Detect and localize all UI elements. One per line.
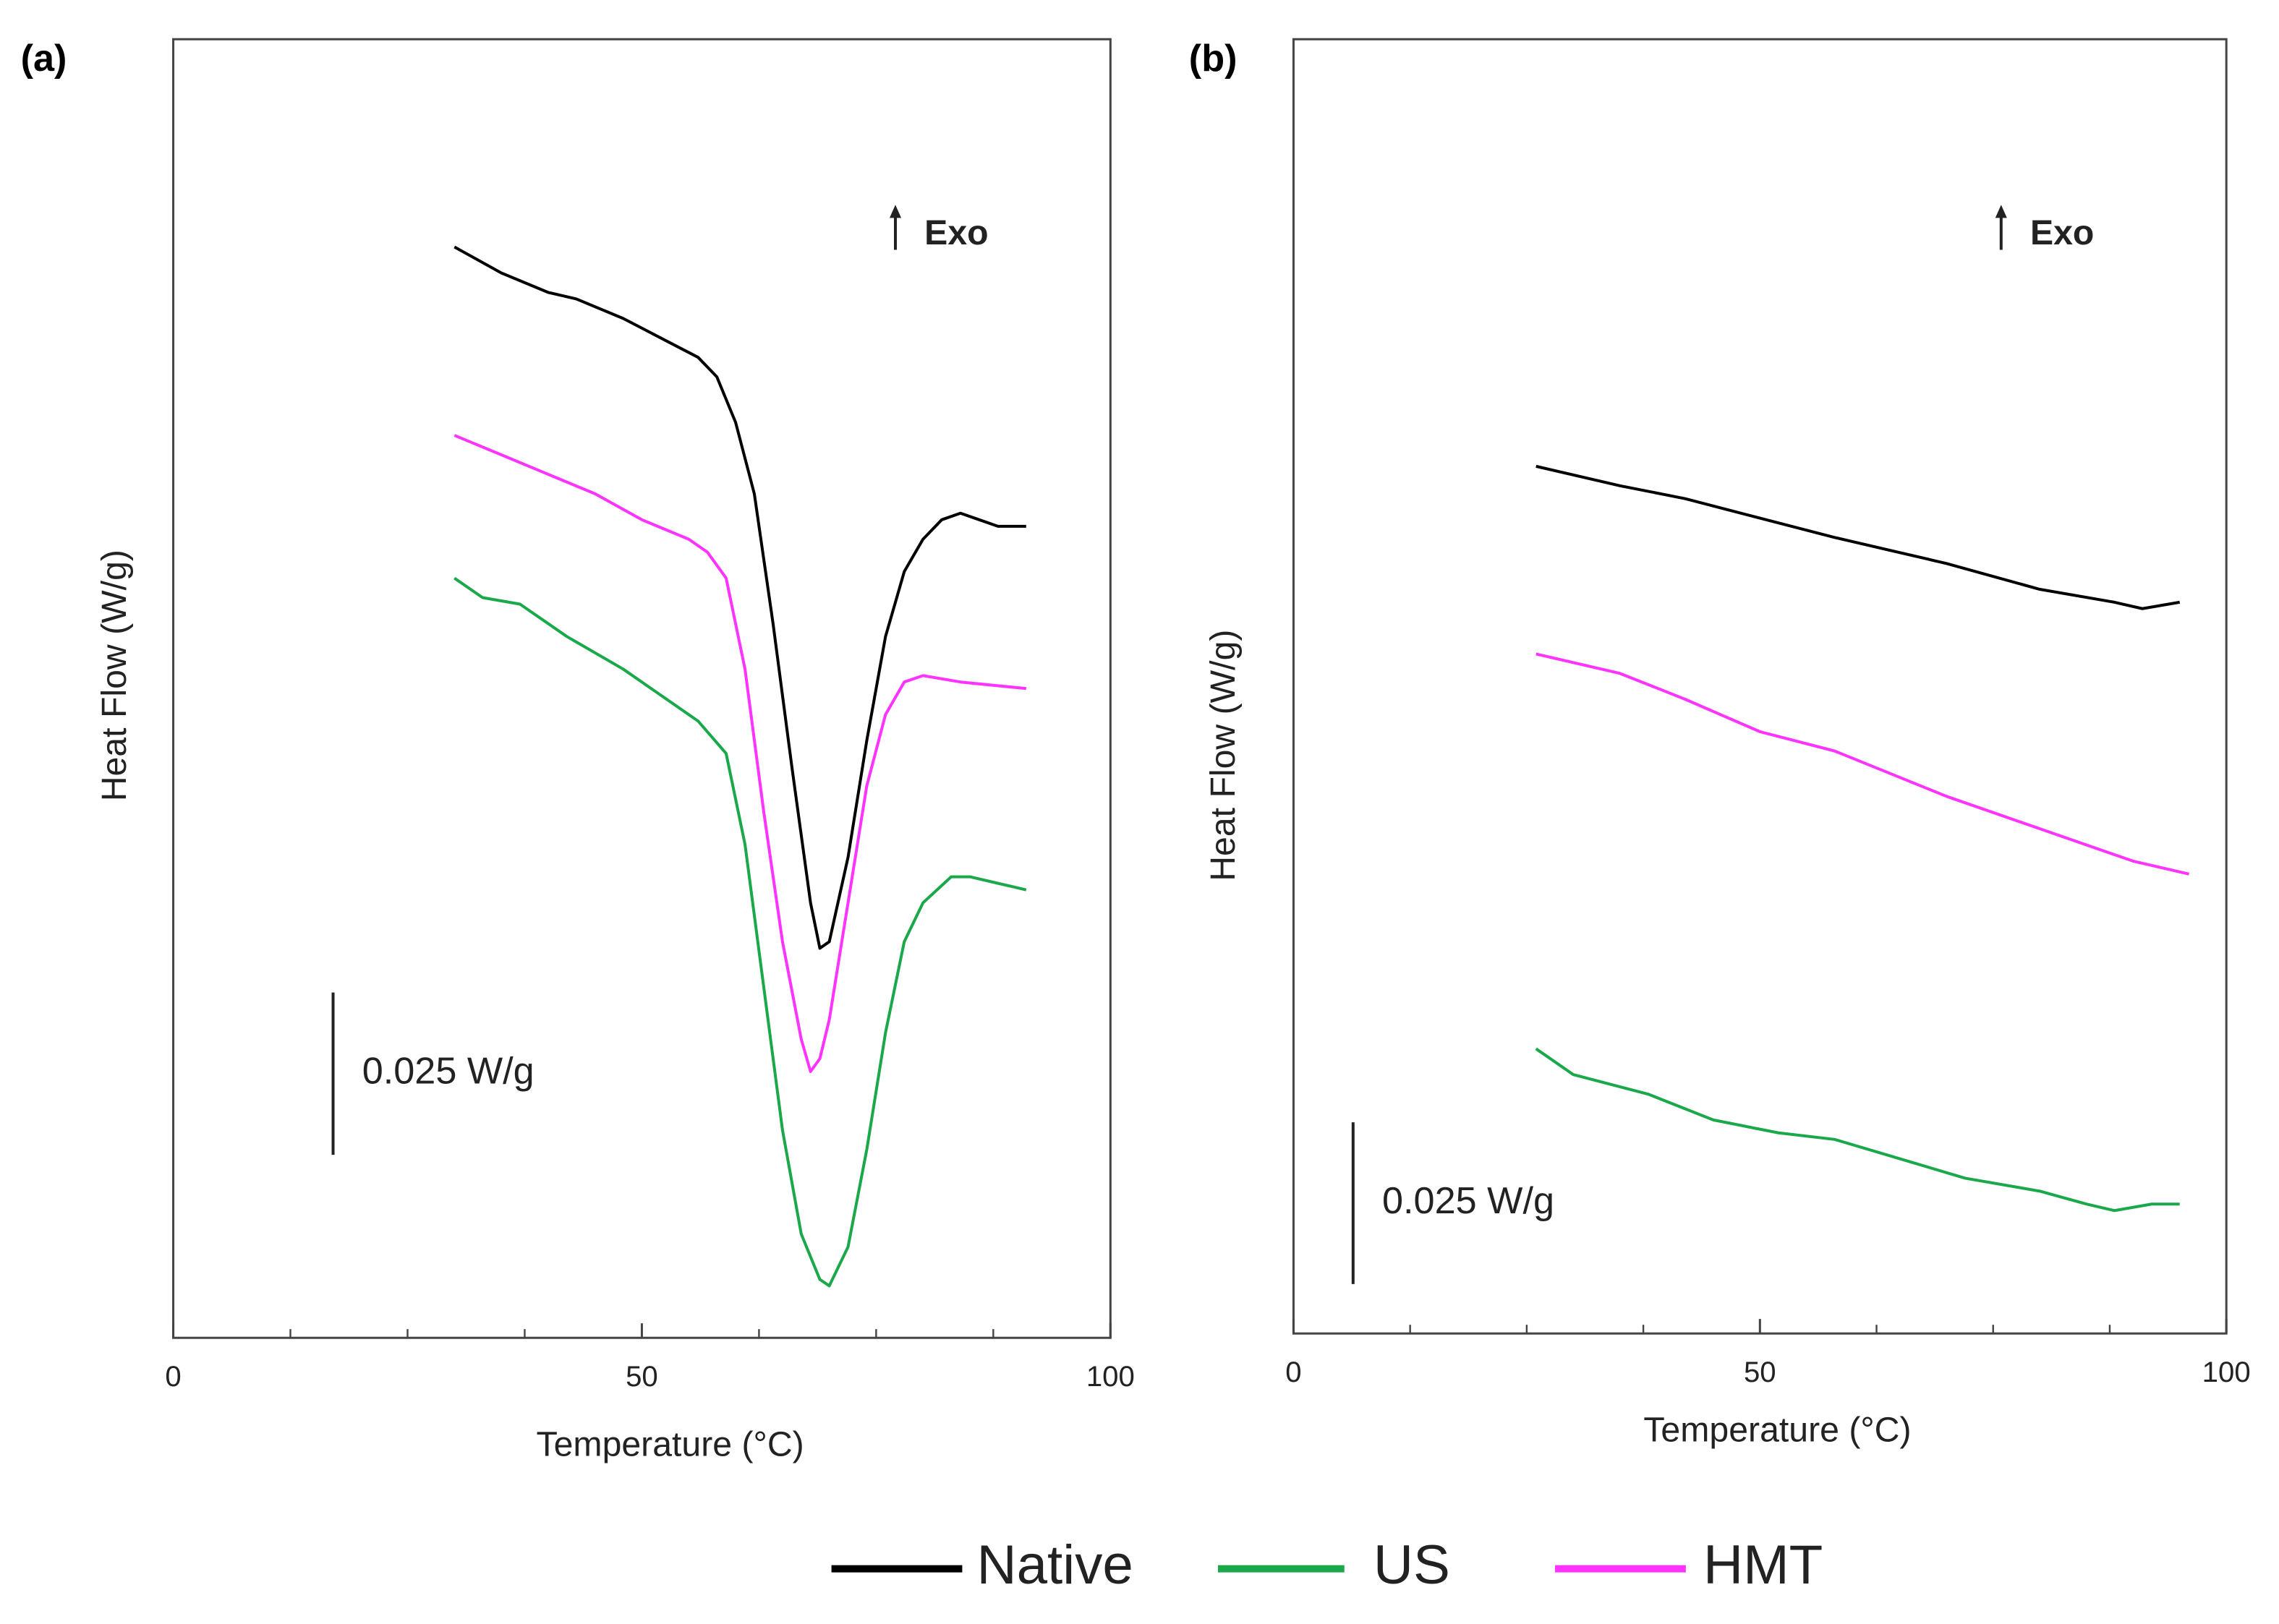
x-tick-label: 100 — [1086, 1360, 1135, 1393]
panel-label: (a) — [21, 38, 67, 80]
legend-label: Native — [976, 1534, 1133, 1596]
y-axis-title: Heat Flow (W/g) — [1204, 630, 1243, 881]
x-axis-title: Temperature (°C) — [1643, 1411, 1911, 1450]
x-tick-label: 0 — [1285, 1356, 1301, 1388]
x-tick-label: 50 — [1744, 1356, 1776, 1388]
curve — [453, 434, 1027, 1074]
panel-label: (b) — [1189, 38, 1238, 80]
x-tick-label: 0 — [165, 1360, 181, 1393]
curve — [453, 245, 1026, 950]
exo-arrowhead — [889, 205, 902, 218]
exo-arrowhead — [1995, 205, 2007, 218]
scale-bar-label: 0.025 W/g — [1382, 1180, 1554, 1222]
x-tick-label: 100 — [2202, 1356, 2251, 1388]
y-axis-title: Heat Flow (W/g) — [95, 550, 134, 801]
curve — [453, 576, 1027, 1288]
x-axis-title: Temperature (°C) — [537, 1425, 804, 1464]
scale-bar-label: 0.025 W/g — [362, 1051, 534, 1093]
exo-annotation: Exo — [924, 213, 988, 252]
curve — [1535, 1047, 2180, 1213]
legend-label: US — [1373, 1534, 1450, 1596]
curve — [1535, 464, 2181, 610]
legend-label: HMT — [1703, 1534, 1823, 1596]
exo-annotation: Exo — [2030, 213, 2094, 252]
x-tick-label: 50 — [626, 1360, 658, 1393]
curve — [1535, 652, 2190, 876]
